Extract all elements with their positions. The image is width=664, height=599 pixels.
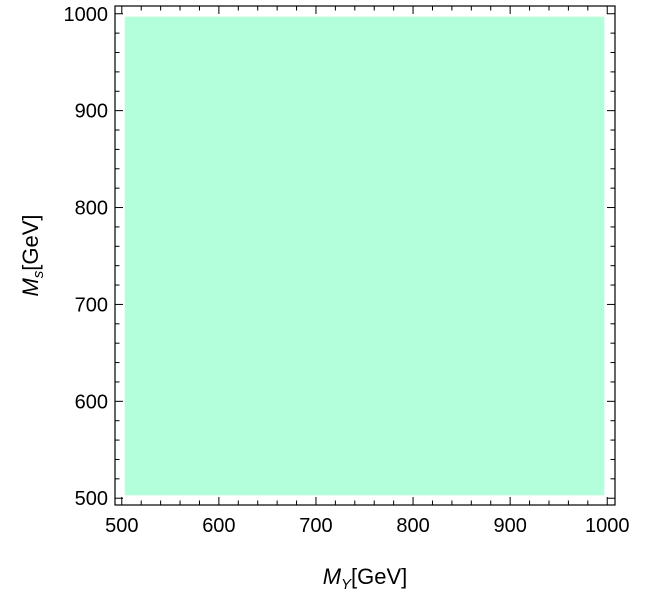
x-tick-label: 900 [493, 515, 526, 537]
x-axis-label-unit: [GeV] [351, 564, 407, 589]
y-axis-label-subscript: s [30, 270, 47, 278]
x-axis-label: MY[GeV] [323, 564, 408, 593]
y-axis-label-unit: [GeV] [18, 214, 43, 270]
x-tick-label: 700 [299, 515, 332, 537]
y-axis-label-symbol: M [18, 278, 43, 297]
plot-area [124, 16, 605, 496]
y-tick-label: 700 [75, 294, 108, 316]
x-tick-label: 500 [105, 515, 138, 537]
x-axis-label-symbol: M [323, 564, 342, 589]
y-axis-label: Ms[GeV] [18, 214, 47, 296]
x-axis-label-subscript: Y [341, 576, 352, 593]
y-tick-label: 1000 [64, 4, 109, 26]
axis-tick-labels: 500 600 700 800 900 1000 500 600 700 800 900 1000 [64, 4, 630, 537]
x-tick-label: 1000 [585, 515, 630, 537]
x-tick-label: 800 [396, 515, 429, 537]
shaded-region-0 [124, 16, 605, 496]
y-tick-label: 900 [75, 101, 108, 123]
y-tick-label: 800 [75, 198, 108, 220]
y-tick-label: 600 [75, 391, 108, 413]
x-tick-label: 600 [202, 515, 235, 537]
y-tick-label: 500 [75, 488, 108, 510]
axis-ticks [115, 6, 615, 505]
plot-frame [114, 5, 616, 506]
